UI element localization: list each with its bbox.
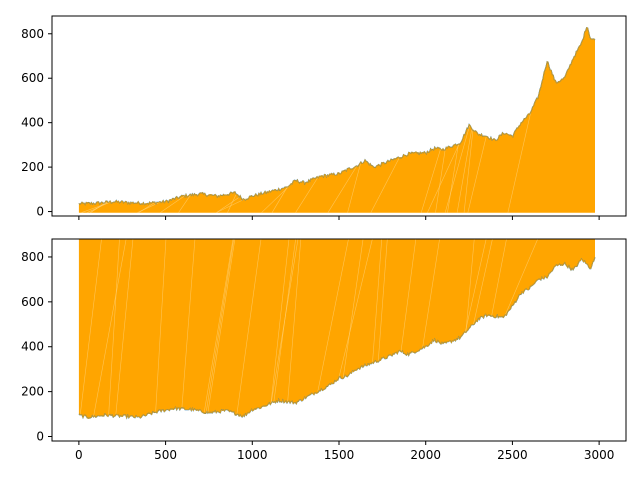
- area-streak: [338, 238, 373, 379]
- area-streak: [205, 238, 235, 413]
- y-tick-label: 400: [21, 340, 44, 354]
- area-streak: [372, 238, 383, 363]
- area-streak: [227, 193, 237, 213]
- area-streak: [181, 238, 196, 409]
- area-streak: [79, 238, 102, 416]
- area-streak: [491, 238, 507, 317]
- area-streak: [270, 238, 290, 404]
- area-streak: [422, 238, 440, 349]
- series-edge-overlay: [78, 27, 596, 206]
- area-streak: [203, 238, 234, 413]
- y-tick-label: 800: [21, 250, 44, 264]
- area-streak: [216, 197, 247, 213]
- y-tick-label: 800: [21, 27, 44, 41]
- y-tick-label: 0: [36, 430, 44, 444]
- top-panel: 0 200 400 600 800: [21, 15, 627, 220]
- area-streak: [261, 182, 294, 213]
- area-streak: [377, 238, 388, 361]
- area-streak: [271, 186, 288, 213]
- area-streak: [370, 156, 400, 213]
- area-streak: [155, 238, 167, 413]
- area-streak: [216, 196, 241, 213]
- area-streak: [467, 135, 487, 213]
- area-streak: [93, 238, 127, 417]
- area-streak: [90, 201, 107, 213]
- area-streak: [507, 111, 532, 213]
- area-streak: [447, 143, 459, 213]
- area-streak: [504, 238, 538, 317]
- x-tick-label: 3000: [584, 448, 615, 462]
- y-tick-label: 200: [21, 160, 44, 174]
- area-streak: [287, 238, 302, 402]
- x-tick-label: 1000: [237, 448, 268, 462]
- area-streak: [465, 238, 475, 333]
- area-streak: [347, 163, 361, 213]
- bottom-panel: 0 200 400 600 800 0 500 1000 1500 2000 2500 3000: [21, 238, 627, 462]
- area-streak: [435, 148, 446, 213]
- area-streak: [420, 148, 441, 213]
- area-streak: [108, 238, 120, 416]
- series-edge-overlay: [78, 257, 596, 419]
- area-streak: [456, 127, 473, 213]
- y-tick-label: 600: [21, 71, 44, 85]
- area-streak: [463, 128, 474, 213]
- area-streak: [270, 238, 299, 404]
- x-tick-label: 2500: [497, 448, 528, 462]
- area-fill: [78, 27, 595, 213]
- area-streak: [343, 238, 364, 378]
- x-tick-label: 0: [75, 448, 83, 462]
- y-tick-label: 200: [21, 385, 44, 399]
- x-tick-label: 2000: [410, 448, 441, 462]
- area-streak: [327, 165, 358, 213]
- area-streak: [115, 238, 134, 416]
- area-streak: [427, 142, 460, 213]
- area-streak: [160, 195, 185, 213]
- y-tick-label: 400: [21, 116, 44, 130]
- area-streak: [178, 194, 191, 213]
- area-streak: [236, 238, 262, 415]
- area-streak: [295, 177, 319, 213]
- y-tick-label: 0: [36, 205, 44, 219]
- area-streak: [207, 238, 236, 413]
- area-streak: [473, 238, 493, 325]
- y-tick-label: 600: [21, 295, 44, 309]
- area-fill: [78, 239, 595, 419]
- area-streak: [400, 238, 417, 352]
- area-streak: [464, 238, 487, 333]
- x-tick-label: 1500: [324, 448, 355, 462]
- area-streak: [444, 125, 470, 213]
- x-tick-label: 500: [154, 448, 177, 462]
- area-streak: [317, 238, 349, 392]
